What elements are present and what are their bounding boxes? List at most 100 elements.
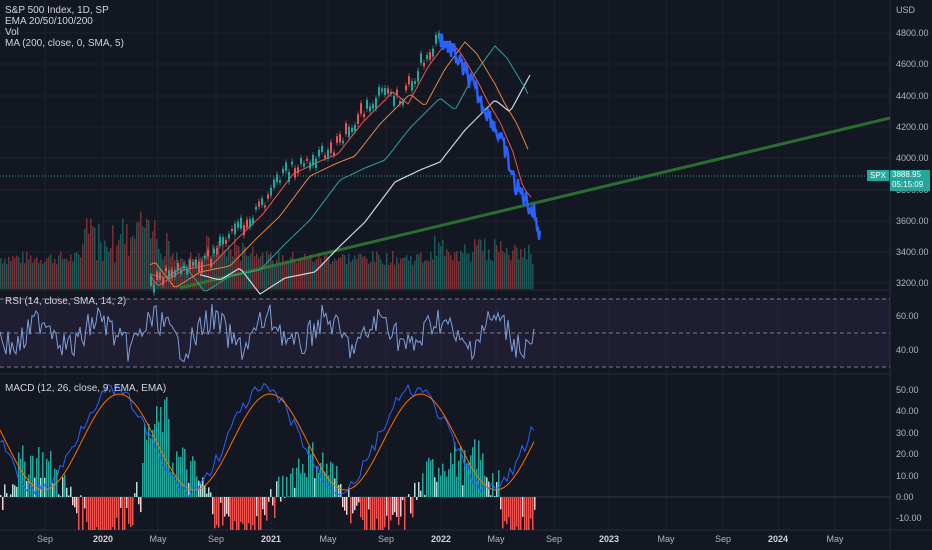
rsi-label[interactable]: RSI (14, close, SMA, 14, 2) (5, 296, 127, 307)
symbol-title[interactable]: S&P 500 Index, 1D, SP (5, 5, 109, 16)
volume-bar (430, 252, 432, 289)
macd-histogram-bar (318, 472, 320, 497)
macd-histogram-bar (430, 460, 432, 497)
candle-body (216, 247, 218, 255)
volume-bar (136, 222, 138, 289)
macd-histogram-bar (238, 497, 240, 530)
volume-bar (304, 253, 306, 289)
candle-body (180, 269, 182, 275)
macd-histogram-bar (178, 457, 180, 497)
macd-histogram-bar (422, 473, 424, 497)
macd-histogram-bar (480, 460, 482, 497)
macd-histogram-bar (312, 442, 314, 497)
macd-histogram-bar (258, 497, 260, 530)
volume-bar (382, 263, 384, 289)
volume-bar (440, 246, 442, 289)
macd-histogram-bar (24, 461, 26, 497)
macd-histogram-bar (508, 497, 510, 518)
volume-bar (152, 231, 154, 289)
macd-histogram-bar (322, 452, 324, 497)
macd-histogram-bar (428, 457, 430, 497)
volume-bar (394, 264, 396, 289)
candle-body (261, 198, 263, 205)
macd-histogram-bar (224, 497, 226, 517)
macd-histogram-bar (94, 497, 96, 530)
volume-bar (332, 261, 334, 289)
volume-bar (44, 261, 46, 289)
macd-histogram-bar (342, 497, 344, 508)
candle-body (435, 34, 437, 44)
volume-bar (522, 257, 524, 289)
volume-bar (432, 259, 434, 289)
volume-bar (330, 264, 332, 289)
volume-bar (386, 252, 388, 289)
volume-bar (20, 262, 22, 289)
candle-body (174, 270, 176, 277)
macd-histogram-bar (68, 495, 70, 497)
volume-bar (110, 248, 112, 289)
ma-indicator-label[interactable]: MA (200, close, 0, SMA, 5) (5, 38, 124, 49)
signal-line (0, 393, 535, 491)
volume-indicator-label[interactable]: Vol (5, 27, 19, 38)
macd-histogram-bar (248, 497, 250, 524)
candle-body (396, 89, 398, 96)
candle-body (291, 161, 293, 165)
price-tick-label: 4400.00 (896, 91, 929, 101)
macd-histogram-bar (412, 497, 414, 518)
volume-bar (344, 255, 346, 289)
candle-body (186, 268, 188, 275)
macd-label[interactable]: MACD (12, 26, close, 9, EMA, EMA) (5, 383, 167, 394)
macd-histogram-bar (370, 497, 372, 530)
macd-histogram-bar (334, 478, 336, 497)
candle-body (303, 163, 305, 167)
macd-histogram-bar (358, 497, 360, 503)
candle-body (378, 86, 380, 96)
macd-histogram-bar (356, 497, 358, 506)
volume-bar (122, 218, 124, 289)
volume-bar (76, 252, 78, 289)
macd-pane (0, 382, 890, 530)
volume-bar (184, 260, 186, 289)
macd-histogram-bar (34, 477, 36, 497)
time-tick-label: Sep (207, 534, 225, 544)
candle-body (423, 62, 425, 67)
macd-histogram-bar (316, 466, 318, 497)
volume-bar (134, 238, 136, 289)
ema-indicator-label[interactable]: EMA 20/50/100/200 (5, 16, 93, 27)
macd-histogram-bar (22, 445, 24, 497)
volume-bar (356, 259, 358, 289)
volume-bar (322, 261, 324, 289)
volume-bar (328, 258, 330, 289)
volume-bar (162, 259, 164, 289)
macd-histogram-bar (118, 497, 120, 530)
macd-histogram-bar (306, 476, 308, 497)
volume-bar (4, 258, 6, 289)
volume-bar (244, 246, 246, 289)
volume-bar (288, 261, 290, 289)
macd-histogram-bar (132, 497, 134, 526)
macd-histogram-bar (418, 481, 420, 497)
volume-bar (2, 263, 4, 289)
volume-bar (226, 256, 228, 289)
candle-body (264, 205, 266, 208)
macd-histogram-bar (6, 493, 8, 497)
candle-body (369, 106, 371, 112)
volume-bar (446, 249, 448, 289)
macd-histogram-bar (374, 497, 376, 530)
volume-bar (308, 255, 310, 289)
volume-bar (476, 245, 478, 289)
candle-body (351, 127, 353, 133)
candle-body (285, 162, 287, 171)
macd-histogram-bar (240, 497, 242, 522)
volume-bar (284, 261, 286, 289)
last-price-label: 3888.95 05:15:09 (890, 170, 930, 191)
volume-bar (454, 252, 456, 289)
macd-histogram-bar (352, 497, 354, 514)
macd-histogram-bar (376, 497, 378, 519)
macd-histogram-bar (64, 474, 66, 497)
volume-bar (8, 256, 10, 289)
macd-histogram-bar (408, 494, 410, 497)
